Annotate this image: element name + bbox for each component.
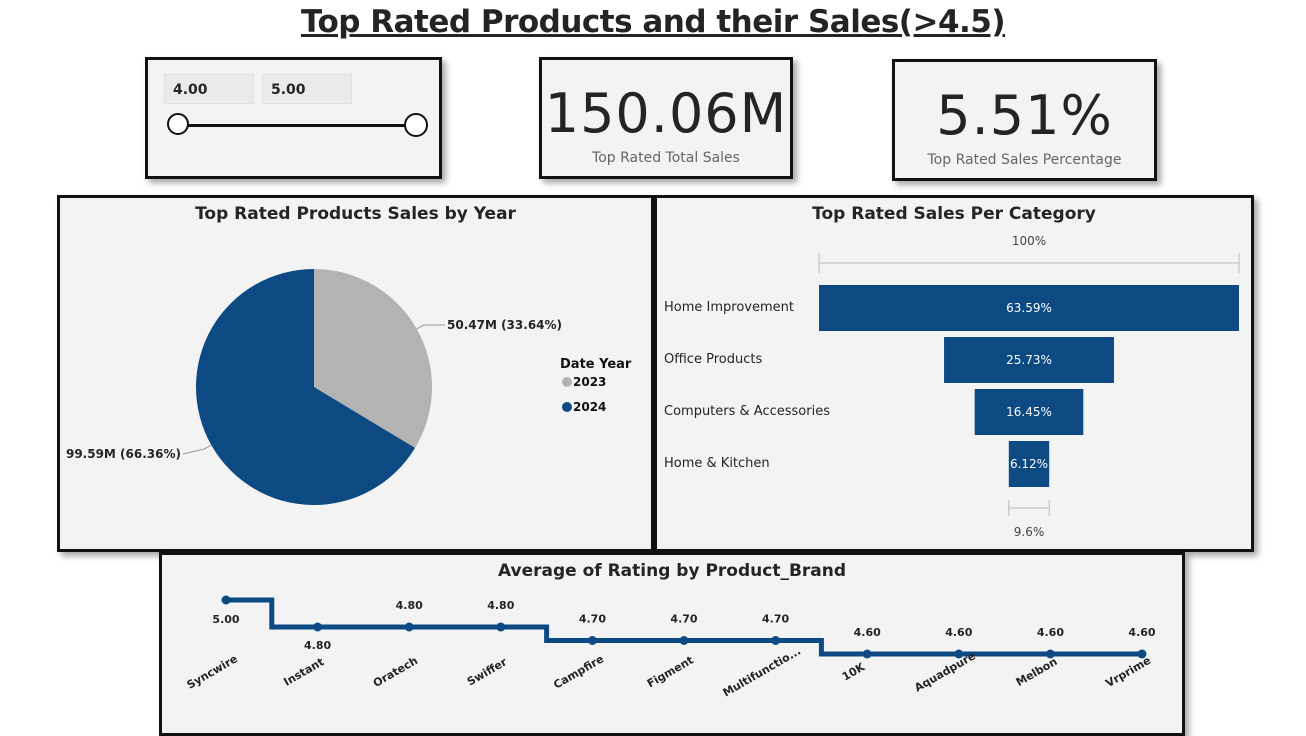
- rating-point: [1045, 649, 1055, 659]
- rating-data-label: 5.00: [212, 613, 239, 626]
- kpi-sales-percentage-card: 5.51% Top Rated Sales Percentage: [892, 59, 1157, 181]
- rating-point: [313, 622, 323, 632]
- pie-leader-line: [416, 324, 446, 330]
- pie-slice-2023: [314, 269, 433, 448]
- rating-point: [404, 622, 414, 632]
- pie-chart-title: Top Rated Products Sales by Year: [195, 204, 516, 224]
- line-chart-panel: Average of Rating by Product_Brand 5.00 S…: [159, 552, 1185, 736]
- pie-leader-line: [182, 444, 212, 455]
- pie-legend-marker-2023: [562, 377, 572, 387]
- pie-slice-2024: [196, 269, 416, 506]
- funnel-chart-title: Top Rated Sales Per Category: [812, 204, 1096, 224]
- kpi-total-sales-label: Top Rated Total Sales: [592, 150, 740, 166]
- rating-point: [771, 636, 781, 645]
- kpi-total-sales-value: 150.06M: [544, 82, 788, 145]
- funnel-bottom-label: 9.6%: [1014, 525, 1045, 539]
- funnel-bar: [819, 285, 1239, 331]
- funnel-bar-label: 16.45%: [1006, 405, 1052, 419]
- brand-tick-label: Figment: [645, 654, 696, 691]
- kpi-sales-percentage-value: 5.51%: [936, 84, 1113, 147]
- rating-point: [1137, 649, 1147, 659]
- funnel-bar-label: 25.73%: [1006, 353, 1052, 367]
- rating-point: [496, 622, 506, 632]
- rating-slider-panel: 4.00 5.00: [145, 57, 442, 179]
- funnel-category-label: Computers & Accessories: [664, 404, 830, 419]
- funnel-bar-label: 63.59%: [1006, 301, 1052, 315]
- funnel-category-label: Home Improvement: [664, 300, 794, 315]
- funnel-bar: [1008, 441, 1050, 487]
- rating-point: [221, 595, 231, 605]
- rating-data-label: 4.60: [945, 626, 972, 639]
- brand-tick-label: Instant: [281, 655, 326, 688]
- rating-data-label: 4.70: [762, 613, 789, 626]
- slider-min-input[interactable]: 4.00: [164, 74, 254, 104]
- funnel-top-label: 100%: [1012, 234, 1046, 248]
- line-chart-title: Average of Rating by Product_Brand: [497, 561, 847, 581]
- funnel-bar: [974, 389, 1084, 435]
- funnel-category-label: Office Products: [664, 352, 762, 367]
- funnel-bar: [944, 337, 1114, 383]
- pie-data-label: 99.59M (66.36%): [66, 447, 181, 461]
- brand-tick-label: Campfire: [551, 652, 606, 691]
- rating-data-label: 4.80: [396, 599, 423, 612]
- brand-tick-label: Oratech: [371, 654, 420, 690]
- rating-data-label: 4.70: [670, 613, 697, 626]
- rating-data-label: 4.70: [579, 613, 606, 626]
- brand-tick-label: Syncwire: [185, 652, 240, 691]
- pie-data-label: 50.47M (33.64%): [447, 318, 562, 332]
- rating-data-label: 4.60: [854, 626, 881, 639]
- slider-track[interactable]: [180, 124, 418, 127]
- rating-step-line: [226, 597, 1142, 657]
- rating-point: [587, 636, 597, 645]
- slider-max-handle[interactable]: [404, 113, 428, 137]
- funnel-chart: 100% 63.59% Home Improvement 25.73% Office P…: [664, 234, 1240, 539]
- rating-data-label: 4.60: [1128, 626, 1155, 639]
- pie-chart: 50.47M (33.64%) 99.59M (66.36%) Date Year 2…: [66, 269, 632, 506]
- funnel-bar-label: 6.12%: [1010, 457, 1048, 471]
- brand-tick-label: Multifunctio...: [721, 644, 803, 699]
- slider-max-input[interactable]: 5.00: [262, 74, 352, 104]
- rating-data-label: 4.80: [304, 639, 331, 652]
- slider-min-handle[interactable]: [167, 113, 189, 135]
- pie-legend-marker-2024: [562, 402, 572, 412]
- rating-point: [862, 649, 872, 659]
- page-title: Top Rated Products and their Sales(>4.5): [300, 4, 1006, 40]
- rating-point: [679, 636, 689, 645]
- rating-data-label: 4.80: [487, 599, 514, 612]
- funnel-chart-panel: Top Rated Sales Per Category 100% 63.59% H…: [654, 195, 1254, 552]
- kpi-sales-percentage-label: Top Rated Sales Percentage: [927, 152, 1122, 168]
- kpi-total-sales-card: 150.06M Top Rated Total Sales: [539, 57, 793, 179]
- rating-point: [954, 649, 964, 659]
- pie-legend-label-2024: 2024: [573, 400, 606, 414]
- pie-legend-label-2023: 2023: [573, 375, 606, 389]
- brand-tick-label: Melbon: [1014, 655, 1060, 689]
- funnel-category-label: Home & Kitchen: [664, 456, 770, 471]
- brand-tick-label: 10K: [840, 660, 868, 683]
- pie-chart-panel: Top Rated Products Sales by Year 50.47M …: [57, 195, 654, 552]
- rating-data-label: 4.60: [1037, 626, 1064, 639]
- brand-tick-label: Swiffer: [465, 655, 510, 688]
- brand-tick-label: Vrprime: [1103, 654, 1153, 690]
- line-chart: 5.00 Syncwire 4.80 Instant 4.80 Oratech 4.80 Sw…: [185, 595, 1156, 700]
- pie-legend-title: Date Year: [560, 357, 632, 372]
